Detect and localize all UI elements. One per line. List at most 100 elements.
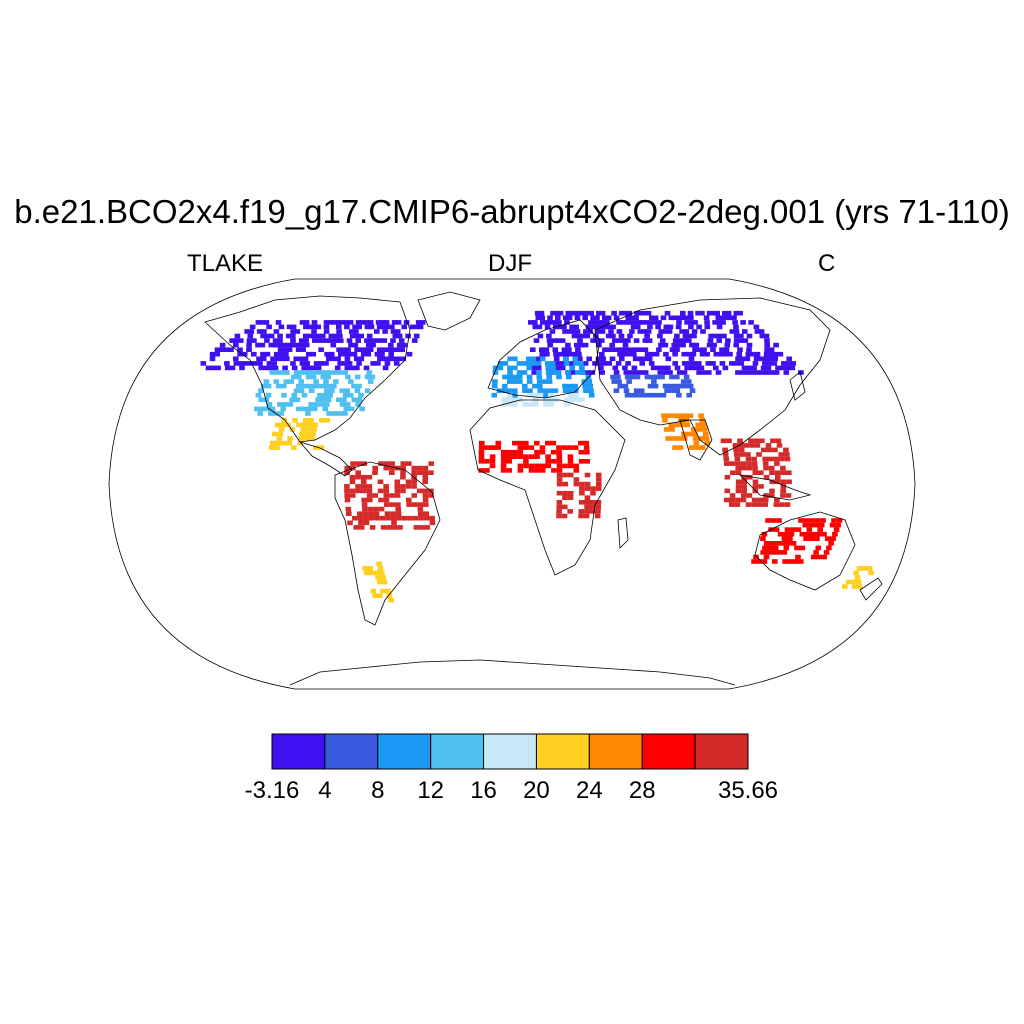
lake-cell bbox=[758, 484, 764, 489]
lake-cell bbox=[658, 329, 664, 334]
lake-cell bbox=[277, 347, 284, 352]
lake-cell bbox=[394, 361, 400, 366]
plot-title: b.e21.BCO2x4.f19_g17.CMIP6-abrupt4xCO2-2… bbox=[14, 193, 1010, 230]
lake-cell bbox=[532, 324, 539, 330]
lake-cell bbox=[590, 500, 596, 505]
lake-cell bbox=[492, 365, 499, 371]
lake-cell bbox=[383, 497, 390, 503]
lake-cell bbox=[779, 456, 785, 462]
lake-cell bbox=[422, 474, 429, 480]
lake-cell bbox=[358, 356, 365, 362]
lake-cell bbox=[370, 342, 376, 348]
lake-cell bbox=[413, 324, 420, 330]
lake-cell bbox=[290, 342, 297, 348]
lake-cell bbox=[686, 431, 693, 437]
lake-cell bbox=[479, 440, 485, 446]
lake-cell bbox=[696, 361, 702, 366]
lake-cell bbox=[340, 347, 347, 352]
lake-cell bbox=[768, 456, 774, 462]
lake-cell bbox=[572, 445, 579, 450]
lake-cell bbox=[759, 333, 766, 339]
lake-cell bbox=[548, 402, 555, 407]
lake-cell bbox=[336, 329, 342, 334]
lake-cell bbox=[758, 329, 765, 334]
lake-cell bbox=[668, 422, 674, 428]
lake-cell bbox=[599, 351, 605, 357]
lake-cell bbox=[556, 374, 562, 380]
lake-cell bbox=[741, 365, 748, 371]
lake-cell bbox=[595, 472, 602, 478]
lake-cell bbox=[633, 338, 640, 343]
lake-cell bbox=[733, 338, 740, 343]
lake-cell bbox=[606, 347, 613, 352]
lake-cell bbox=[506, 468, 512, 473]
lake-cell bbox=[372, 493, 378, 498]
lake-cell bbox=[247, 333, 254, 339]
lake-cell bbox=[374, 515, 380, 521]
lake-cell bbox=[629, 392, 636, 398]
lake-cell bbox=[573, 310, 579, 316]
lake-cell bbox=[502, 383, 508, 389]
lake-cell bbox=[696, 324, 702, 330]
lake-cell bbox=[579, 370, 586, 375]
lake-cell bbox=[288, 379, 294, 384]
lake-cell bbox=[325, 374, 331, 380]
lake-cell bbox=[786, 470, 792, 475]
lake-cell bbox=[592, 320, 598, 325]
lake-cell bbox=[399, 347, 405, 352]
lake-cell bbox=[383, 320, 390, 325]
lake-cell bbox=[741, 484, 747, 489]
lake-cell bbox=[703, 315, 710, 321]
lake-cell bbox=[582, 342, 589, 348]
lake-cell bbox=[282, 365, 288, 371]
lake-cell bbox=[644, 351, 651, 357]
lake-cell bbox=[752, 488, 759, 494]
lake-cell bbox=[545, 463, 552, 469]
lake-cell bbox=[567, 454, 574, 459]
lake-cell bbox=[716, 324, 723, 330]
lake-cell bbox=[268, 333, 275, 339]
lake-cell bbox=[832, 531, 838, 537]
lake-cell bbox=[352, 342, 359, 348]
lake-cell bbox=[534, 449, 540, 455]
lake-cell bbox=[798, 370, 804, 375]
lake-cell bbox=[688, 324, 694, 330]
lake-temperature-cells bbox=[200, 310, 874, 603]
lake-cell bbox=[592, 361, 598, 366]
lake-cell bbox=[719, 361, 726, 366]
lake-cell bbox=[676, 370, 683, 375]
lake-cell bbox=[751, 497, 758, 503]
lake-cell bbox=[567, 495, 574, 500]
lake-cell bbox=[596, 310, 602, 316]
lake-cell bbox=[390, 511, 396, 516]
lake-cell bbox=[760, 550, 766, 555]
lake-cell bbox=[754, 351, 761, 357]
lake-cell bbox=[344, 356, 351, 362]
lake-cell bbox=[344, 484, 350, 489]
lake-cell bbox=[753, 438, 760, 444]
lake-cell bbox=[551, 468, 557, 473]
lake-cell bbox=[590, 338, 596, 343]
lake-cell bbox=[644, 374, 651, 380]
lake-cell bbox=[274, 422, 281, 428]
lake-cell bbox=[688, 315, 694, 321]
lake-cell bbox=[820, 518, 826, 523]
lake-cell bbox=[336, 347, 342, 352]
lake-cell bbox=[282, 402, 288, 407]
lake-cell bbox=[360, 351, 367, 357]
lake-cell bbox=[521, 361, 527, 366]
lake-cell bbox=[608, 329, 614, 334]
lake-cell bbox=[368, 511, 374, 516]
lake-cell bbox=[770, 438, 776, 444]
lake-cell bbox=[507, 365, 513, 371]
lake-cell bbox=[735, 479, 742, 485]
lake-cell bbox=[767, 356, 774, 362]
lake-cell bbox=[784, 456, 791, 462]
lake-cell bbox=[759, 370, 765, 375]
lake-cell bbox=[394, 347, 401, 352]
lake-cell bbox=[773, 351, 779, 357]
lake-cell bbox=[540, 320, 546, 325]
lake-cell bbox=[260, 383, 267, 389]
lake-cell bbox=[868, 570, 874, 576]
lake-cell bbox=[335, 320, 342, 325]
